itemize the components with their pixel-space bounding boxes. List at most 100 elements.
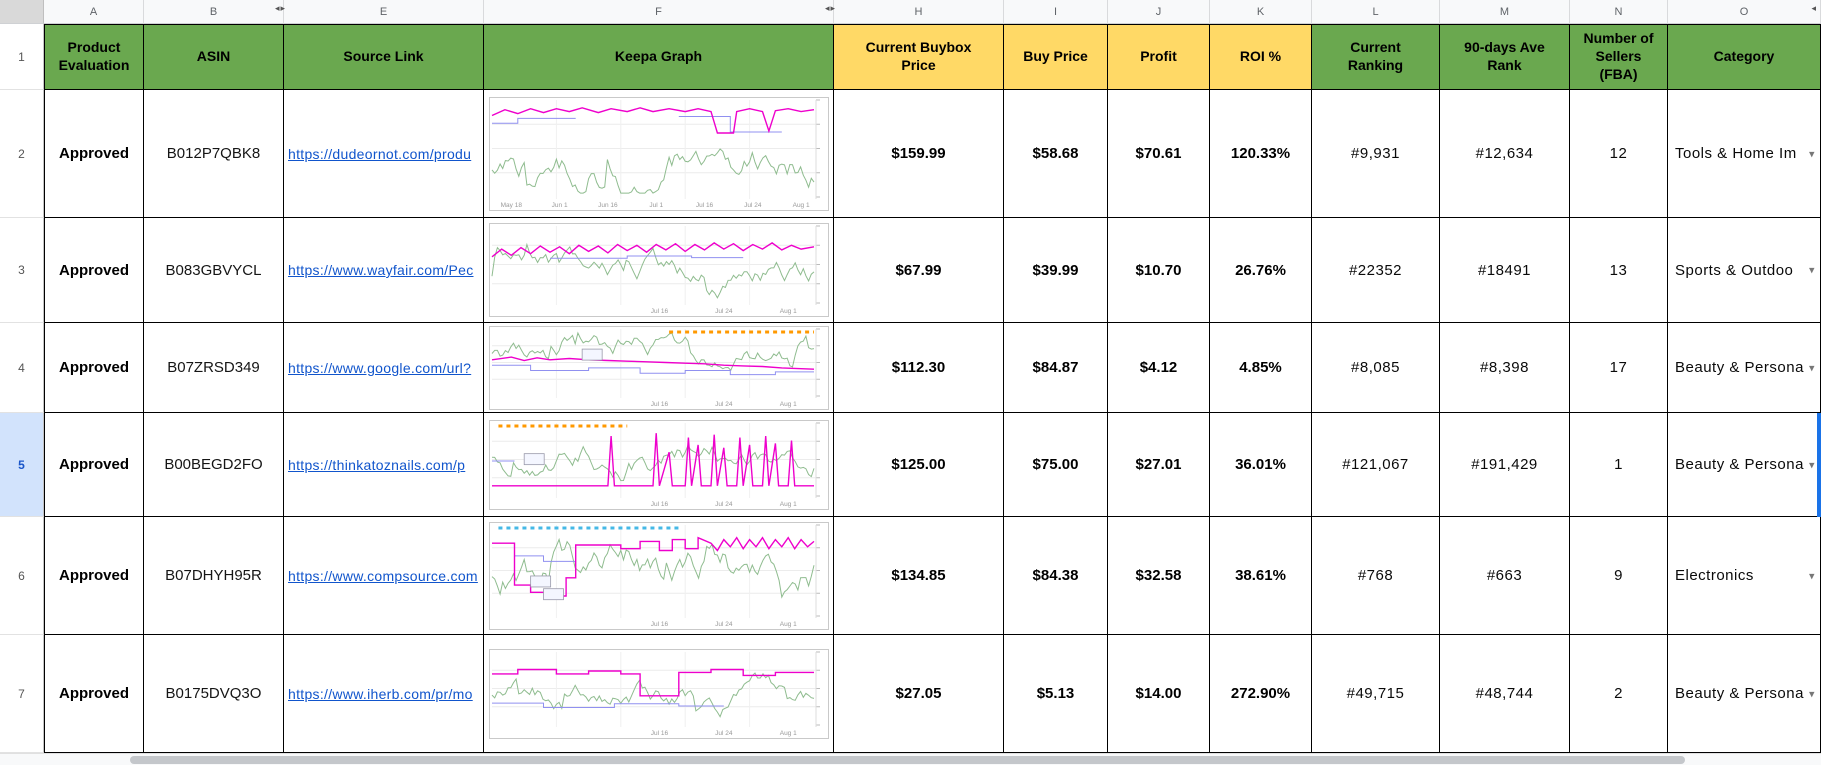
cell-profit[interactable]: $27.01 [1108, 413, 1210, 517]
source-link[interactable]: https://www.iherb.com/pr/mo [288, 685, 473, 702]
cell-90d-avg-rank[interactable]: #8,398 [1440, 323, 1570, 413]
cell-category[interactable]: Sports & Outdoo ▾ [1668, 218, 1821, 323]
cell-buy-price[interactable]: $5.13 [1004, 635, 1108, 753]
cell-current-ranking[interactable]: #49,715 [1312, 635, 1440, 753]
cell-category[interactable]: Beauty & Persona ▾ [1668, 635, 1821, 753]
header-h-current-buybox[interactable]: Current Buybox Price [834, 24, 1004, 90]
header-m-90-days-ave[interactable]: 90-days Ave Rank [1440, 24, 1570, 90]
scrollbar-thumb[interactable] [130, 756, 1685, 764]
row-number[interactable]: 2 [0, 90, 44, 218]
cell-keepa-graph[interactable]: Jul 16 Jul 24 Aug 1 [484, 413, 834, 517]
cell-90d-avg-rank[interactable]: #663 [1440, 517, 1570, 635]
header-e-source-link[interactable]: Source Link [284, 24, 484, 90]
column-letter-K[interactable]: K [1210, 0, 1312, 24]
cell-source-link[interactable]: https://dudeornot.com/produ [284, 90, 484, 218]
hidden-columns-icon[interactable]: ◂ [1811, 3, 1817, 13]
cell-product-evaluation[interactable]: Approved [44, 323, 144, 413]
cell-source-link[interactable]: https://thinkatoznails.com/p [284, 413, 484, 517]
cell-product-evaluation[interactable]: Approved [44, 218, 144, 323]
cell-product-evaluation[interactable]: Approved [44, 635, 144, 753]
cell-buy-price[interactable]: $39.99 [1004, 218, 1108, 323]
header-b-asin[interactable]: ASIN [144, 24, 284, 90]
dropdown-arrow-icon[interactable]: ▾ [1808, 459, 1815, 471]
cell-category[interactable]: Beauty & Persona ▾ [1668, 413, 1821, 517]
header-i-buy-price[interactable]: Buy Price [1004, 24, 1108, 90]
cell-asin[interactable]: B0175DVQ3O [144, 635, 284, 753]
header-k-roi-[interactable]: ROI % [1210, 24, 1312, 90]
dropdown-arrow-icon[interactable]: ▾ [1808, 362, 1815, 374]
cell-source-link[interactable]: https://www.iherb.com/pr/mo [284, 635, 484, 753]
cell-roi[interactable]: 4.85% [1210, 323, 1312, 413]
cell-asin[interactable]: B07DHYH95R [144, 517, 284, 635]
cell-category[interactable]: Tools & Home Im ▾ [1668, 90, 1821, 218]
column-letter-O[interactable]: O [1668, 0, 1821, 24]
cell-asin[interactable]: B00BEGD2FO [144, 413, 284, 517]
cell-sellers-fba[interactable]: 12 [1570, 90, 1668, 218]
cell-sellers-fba[interactable]: 9 [1570, 517, 1668, 635]
cell-buy-price[interactable]: $58.68 [1004, 90, 1108, 218]
column-letter-A[interactable]: A [44, 0, 144, 24]
header-f-keepa-graph[interactable]: Keepa Graph [484, 24, 834, 90]
header-j-profit[interactable]: Profit [1108, 24, 1210, 90]
cell-90d-avg-rank[interactable]: #48,744 [1440, 635, 1570, 753]
header-o-category[interactable]: Category [1668, 24, 1821, 90]
cell-buy-price[interactable]: $84.38 [1004, 517, 1108, 635]
cell-profit[interactable]: $10.70 [1108, 218, 1210, 323]
cell-buybox-price[interactable]: $125.00 [834, 413, 1004, 517]
cell-current-ranking[interactable]: #121,067 [1312, 413, 1440, 517]
cell-buybox-price[interactable]: $112.30 [834, 323, 1004, 413]
cell-roi[interactable]: 120.33% [1210, 90, 1312, 218]
row-number[interactable]: 7 [0, 635, 44, 753]
cell-keepa-graph[interactable]: Jul 16 Jul 24 Aug 1 [484, 635, 834, 753]
cell-roi[interactable]: 26.76% [1210, 218, 1312, 323]
cell-90d-avg-rank[interactable]: #191,429 [1440, 413, 1570, 517]
cell-keepa-graph[interactable]: Jul 16 Jul 24 Aug 1 [484, 218, 834, 323]
hidden-columns-icon[interactable]: ◂▸ [825, 3, 837, 13]
column-letter-J[interactable]: J [1108, 0, 1210, 24]
row-number[interactable]: 5 [0, 413, 44, 517]
cell-roi[interactable]: 38.61% [1210, 517, 1312, 635]
column-letter-I[interactable]: I [1004, 0, 1108, 24]
cell-profit[interactable]: $70.61 [1108, 90, 1210, 218]
cell-asin[interactable]: B07ZRSD349 [144, 323, 284, 413]
cell-keepa-graph[interactable]: Jul 16 Jul 24 Aug 1 [484, 517, 834, 635]
cell-sellers-fba[interactable]: 17 [1570, 323, 1668, 413]
select-all-corner[interactable] [0, 0, 44, 24]
column-letter-F[interactable]: F [484, 0, 834, 24]
cell-roi[interactable]: 36.01% [1210, 413, 1312, 517]
dropdown-arrow-icon[interactable]: ▾ [1808, 570, 1815, 582]
cell-sellers-fba[interactable]: 2 [1570, 635, 1668, 753]
cell-source-link[interactable]: https://www.wayfair.com/Pec [284, 218, 484, 323]
cell-product-evaluation[interactable]: Approved [44, 413, 144, 517]
cell-asin[interactable]: B012P7QBK8 [144, 90, 284, 218]
source-link[interactable]: https://thinkatoznails.com/p [288, 456, 466, 473]
header-l-current[interactable]: Current Ranking [1312, 24, 1440, 90]
column-letter-B[interactable]: B [144, 0, 284, 24]
cell-profit[interactable]: $4.12 [1108, 323, 1210, 413]
header-n-number-of[interactable]: Number of Sellers (FBA) [1570, 24, 1668, 90]
cell-profit[interactable]: $14.00 [1108, 635, 1210, 753]
cell-current-ranking[interactable]: #22352 [1312, 218, 1440, 323]
cell-90d-avg-rank[interactable]: #12,634 [1440, 90, 1570, 218]
cell-buybox-price[interactable]: $159.99 [834, 90, 1004, 218]
column-letter-L[interactable]: L [1312, 0, 1440, 24]
header-a-product[interactable]: Product Evaluation [44, 24, 144, 90]
dropdown-arrow-icon[interactable]: ▾ [1808, 148, 1815, 160]
cell-source-link[interactable]: https://www.google.com/url? [284, 323, 484, 413]
cell-current-ranking[interactable]: #9,931 [1312, 90, 1440, 218]
column-letter-E[interactable]: E [284, 0, 484, 24]
source-link[interactable]: https://www.google.com/url? [288, 359, 472, 376]
dropdown-arrow-icon[interactable]: ▾ [1808, 688, 1815, 700]
row-number[interactable]: 6 [0, 517, 44, 635]
cell-category[interactable]: Electronics ▾ [1668, 517, 1821, 635]
cell-buybox-price[interactable]: $67.99 [834, 218, 1004, 323]
column-letter-M[interactable]: M [1440, 0, 1570, 24]
source-link[interactable]: https://www.wayfair.com/Pec [288, 262, 474, 278]
dropdown-arrow-icon[interactable]: ▾ [1808, 264, 1815, 277]
source-link[interactable]: https://dudeornot.com/produ [288, 145, 472, 162]
cell-current-ranking[interactable]: #768 [1312, 517, 1440, 635]
cell-product-evaluation[interactable]: Approved [44, 90, 144, 218]
column-letter-N[interactable]: N [1570, 0, 1668, 24]
horizontal-scrollbar[interactable] [0, 753, 1821, 765]
row-number[interactable]: 1 [0, 24, 44, 90]
